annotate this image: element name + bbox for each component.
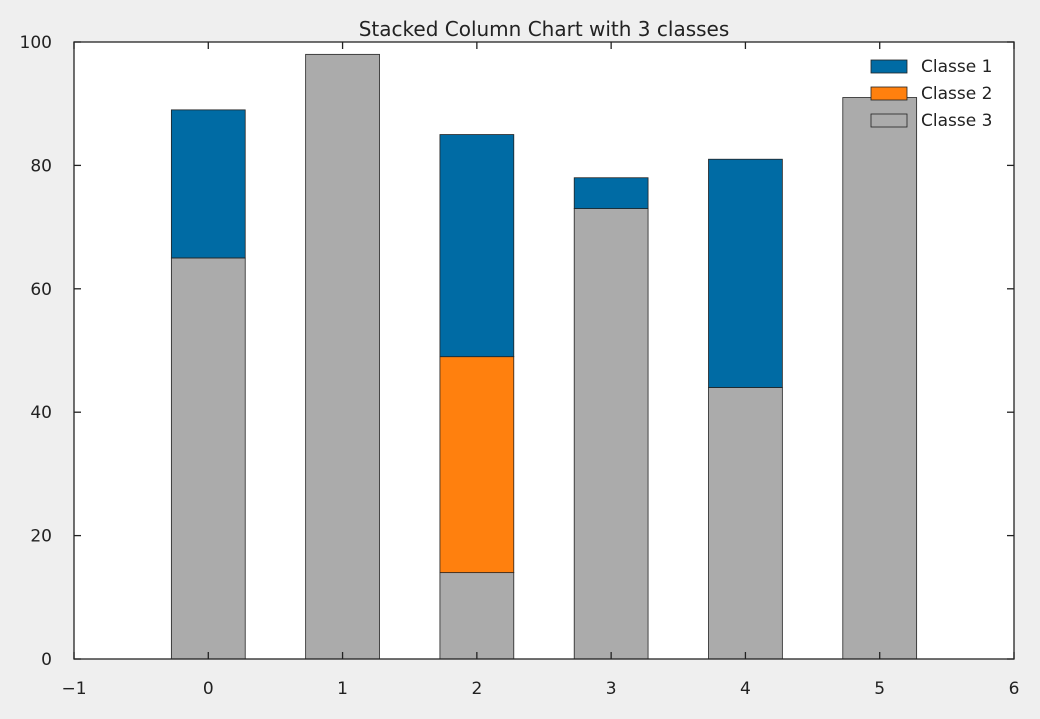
bar-classe-2-x2 — [439, 356, 515, 574]
bar-classe-3-x2 — [439, 572, 515, 660]
bar-classe-1-x3 — [573, 177, 649, 209]
chart-title: Stacked Column Chart with 3 classes — [359, 17, 730, 41]
y-tick-label: 100 — [20, 33, 52, 53]
bars-layer — [170, 53, 918, 660]
x-tick-label: 3 — [606, 679, 617, 699]
bar-classe-3-x1 — [305, 53, 380, 660]
bar-classe-3-x3 — [573, 208, 649, 660]
x-tick-label: 5 — [874, 679, 885, 699]
bar-classe-3-x4 — [708, 387, 783, 660]
y-tick-label: 80 — [30, 156, 52, 176]
x-tick-label: 6 — [1009, 679, 1020, 699]
bar-classe-3-x0 — [170, 257, 246, 660]
legend-label-classe-2: Classe 2 — [921, 84, 992, 104]
legend-label-classe-1: Classe 1 — [921, 57, 992, 77]
legend-swatch-classe-2 — [870, 86, 908, 101]
legend: Classe 1 Classe 2 Classe 3 — [870, 57, 992, 131]
bar-classe-1-x2 — [439, 134, 515, 358]
x-tick-label: 1 — [337, 679, 348, 699]
plot-frame — [73, 41, 1015, 660]
x-tick-label: −1 — [61, 679, 86, 699]
y-tick-label: 40 — [30, 403, 52, 423]
y-tick-label: 20 — [30, 527, 52, 547]
x-tick-label: 2 — [471, 679, 482, 699]
x-tick-label: 4 — [740, 679, 751, 699]
y-tick-label: 0 — [41, 650, 52, 670]
legend-swatch-classe-1 — [870, 59, 908, 74]
bar-classe-3-x5 — [842, 97, 918, 660]
y-tick-label: 60 — [30, 280, 52, 300]
bar-classe-1-x4 — [708, 158, 783, 388]
x-tick-label: 0 — [203, 679, 214, 699]
bar-classe-1-x0 — [170, 109, 246, 259]
legend-swatch-classe-3 — [870, 113, 908, 128]
legend-label-classe-3: Classe 3 — [921, 111, 992, 131]
